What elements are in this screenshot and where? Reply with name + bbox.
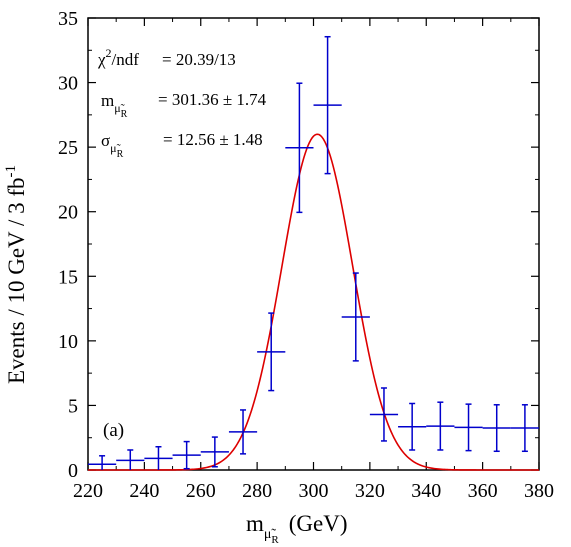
data-point xyxy=(285,82,314,214)
chi2-label: χ2/ndf xyxy=(97,46,139,69)
mass-label: mμ̃R xyxy=(101,91,128,120)
x-tick-label: 300 xyxy=(299,480,329,502)
fit-stats: χ2/ndf = 20.39/13 mμ̃R = 301.36 ± 1.74 σ… xyxy=(97,46,267,160)
x-axis-title: mμ̃R(GeV) xyxy=(246,511,348,546)
x-tick-label: 240 xyxy=(129,480,159,502)
data-point xyxy=(172,440,201,470)
y-tick-label: 0 xyxy=(68,460,78,482)
x-tick-label: 380 xyxy=(524,480,554,502)
y-tick-label: 25 xyxy=(58,137,78,159)
plot-area: 220 240 260 280 300 320 340 360 380 0 5 10 15 20 25 30… xyxy=(58,8,554,502)
data-point xyxy=(313,35,342,175)
x-tick-label: 220 xyxy=(73,480,103,502)
chi2-value: = 20.39/13 xyxy=(162,50,236,69)
y-tick-label: 15 xyxy=(58,266,78,288)
data-point xyxy=(482,404,511,453)
data-point xyxy=(398,402,427,451)
y-axis-title: Events / 10 GeV / 3 fb-1 xyxy=(3,165,29,384)
data-point xyxy=(454,403,483,452)
y-tick-label: 10 xyxy=(58,331,78,353)
data-point xyxy=(200,436,229,468)
x-tick-label: 360 xyxy=(468,480,498,502)
data-point xyxy=(510,404,539,453)
x-tick-label: 260 xyxy=(186,480,216,502)
fit-layer xyxy=(88,133,539,471)
y-tick-label: 20 xyxy=(58,202,78,224)
y-axis: 0 5 10 15 20 25 30 35 xyxy=(58,8,539,482)
x-tick-label: 280 xyxy=(242,480,272,502)
sigma-value: = 12.56 ± 1.48 xyxy=(163,130,263,149)
x-tick-label: 320 xyxy=(355,480,385,502)
sigma-label: σμ̃R xyxy=(101,131,124,160)
y-tick-label: 35 xyxy=(58,8,78,30)
x-axis: 220 240 260 280 300 320 340 360 380 xyxy=(73,18,554,502)
y-tick-label: 30 xyxy=(58,73,78,95)
fit-curve xyxy=(88,133,539,471)
x-tick-label: 340 xyxy=(411,480,441,502)
data-point xyxy=(369,387,399,442)
panel-label: (a) xyxy=(103,420,124,441)
y-tick-label: 5 xyxy=(68,395,78,417)
data-point xyxy=(426,401,455,451)
data-point xyxy=(88,455,117,470)
data-point xyxy=(257,312,286,392)
data-point xyxy=(144,446,173,470)
data-point xyxy=(116,449,145,470)
data-point xyxy=(341,272,370,362)
data-point xyxy=(228,409,258,455)
mass-value: = 301.36 ± 1.74 xyxy=(158,90,267,109)
data-layer xyxy=(88,35,539,470)
plot-frame xyxy=(87,17,540,471)
